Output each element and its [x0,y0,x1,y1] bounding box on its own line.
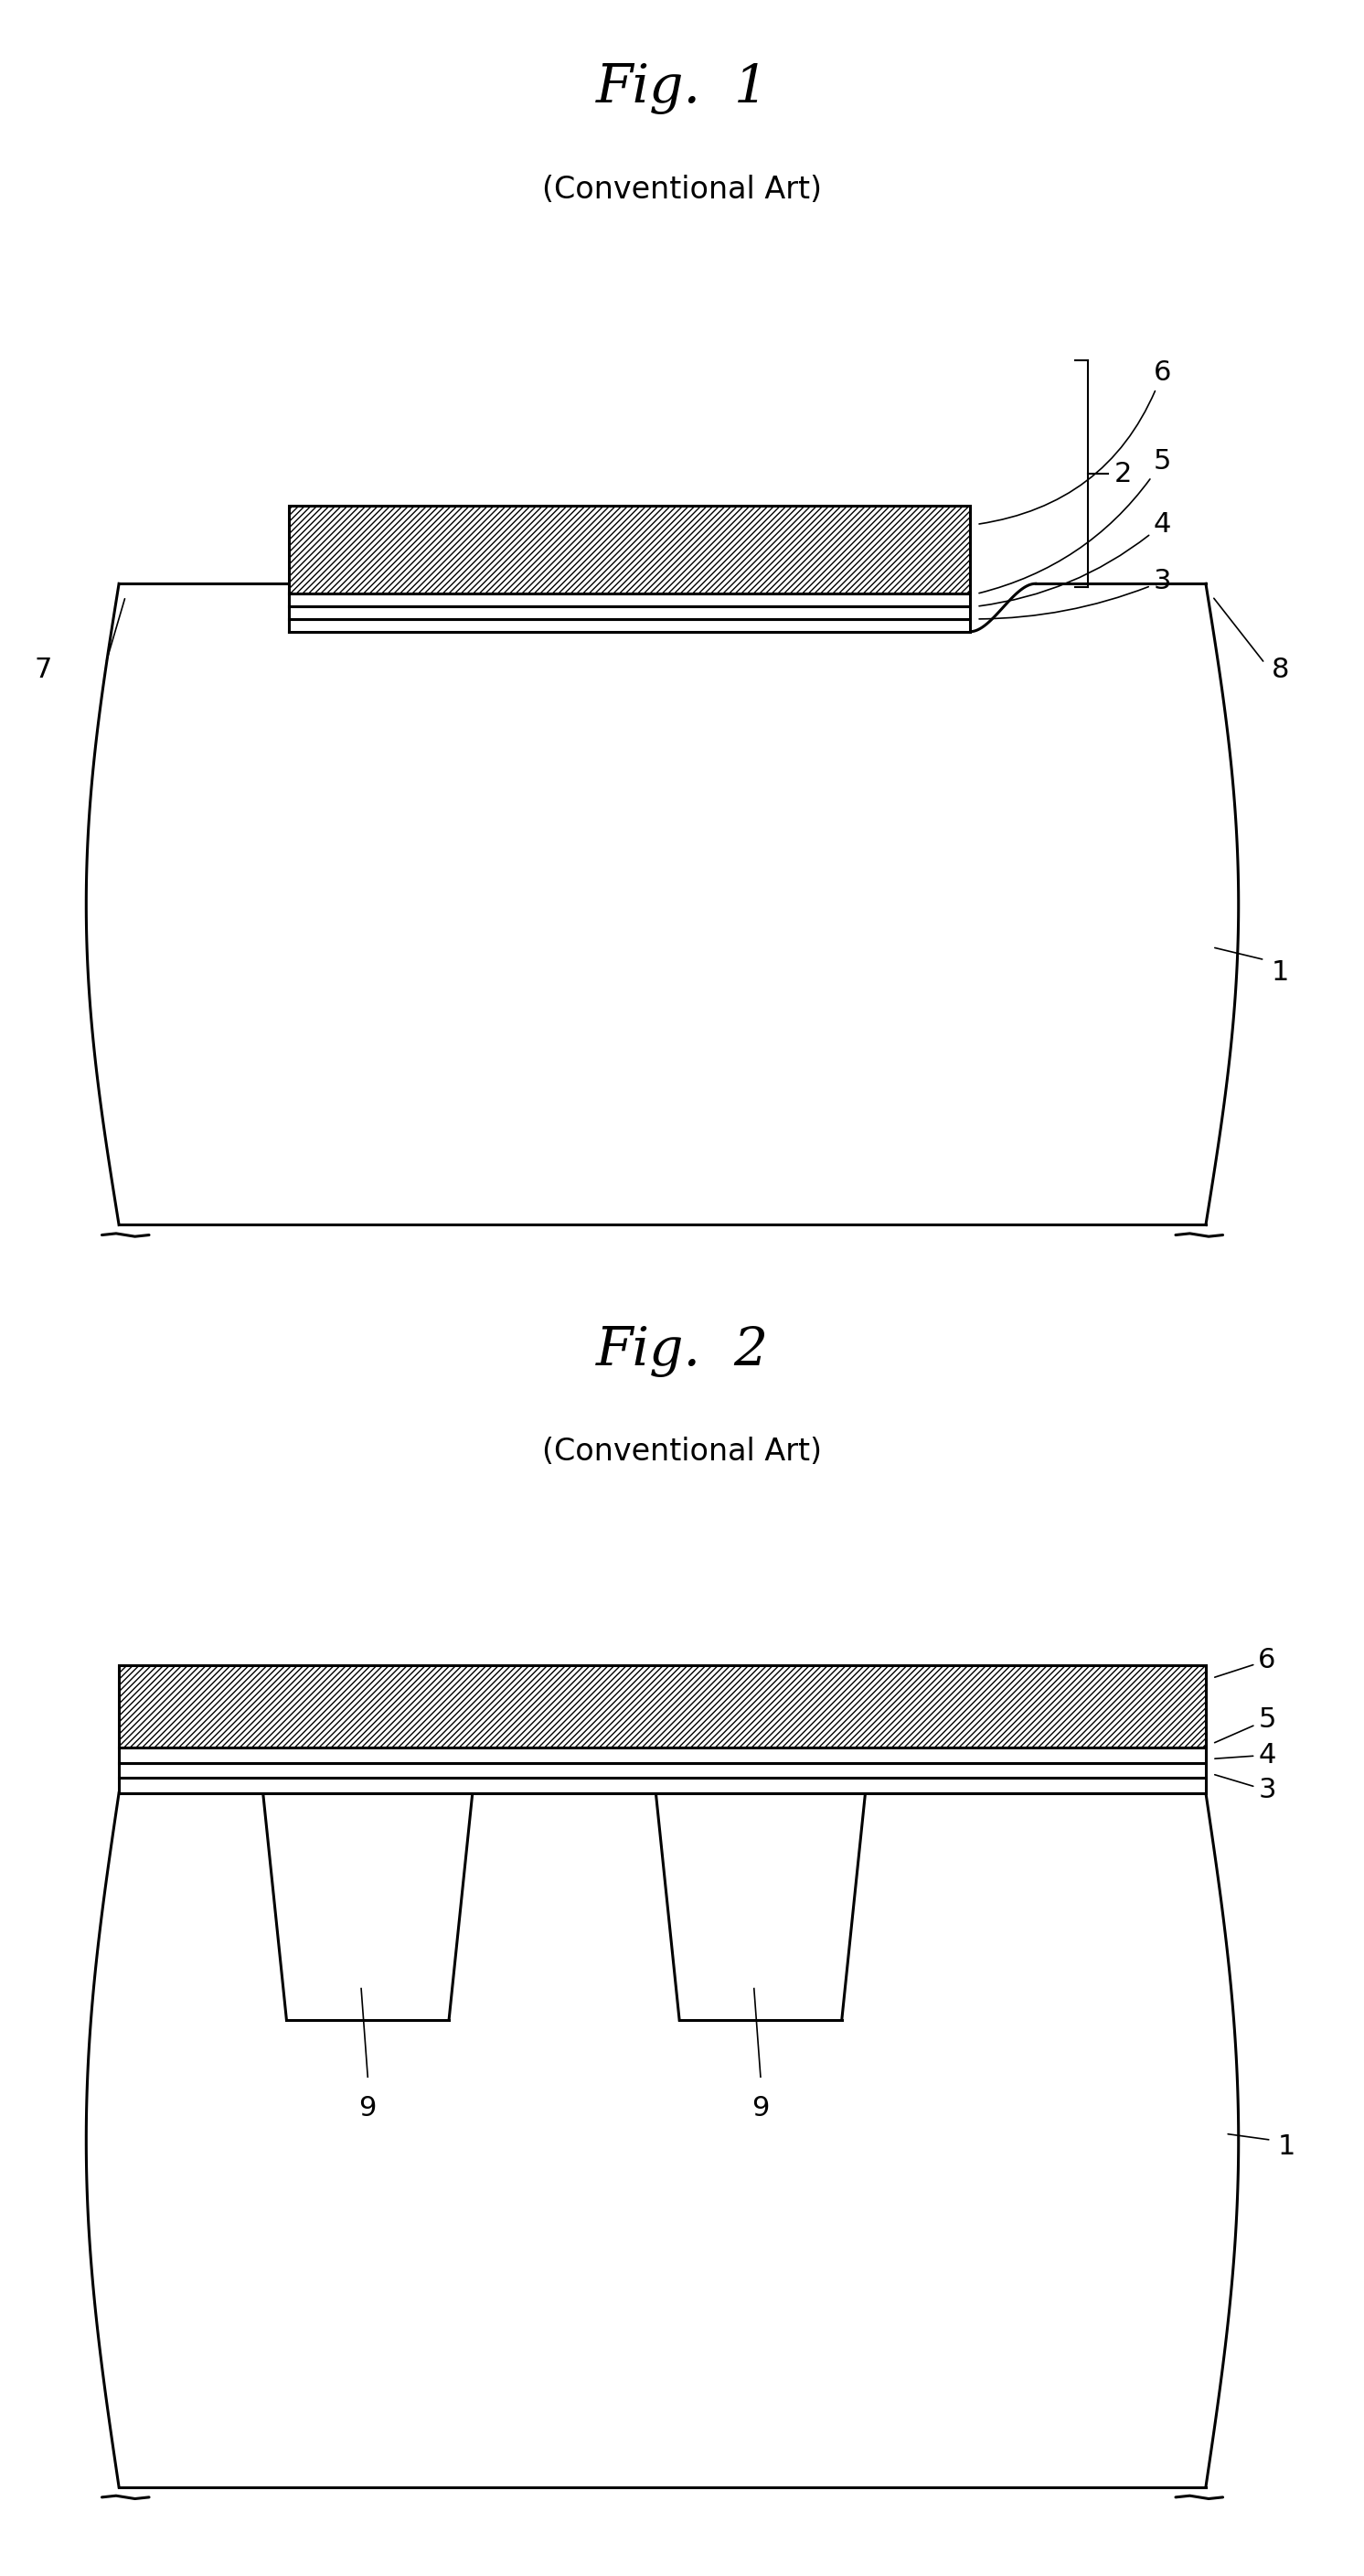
Text: 4: 4 [1215,1741,1275,1767]
Bar [119,1667,1206,1747]
Text: Fig.  1: Fig. 1 [596,62,768,116]
Bar [119,1762,1206,1777]
Text: 4: 4 [979,510,1172,605]
Bar [289,618,970,631]
Text: 6: 6 [1215,1646,1275,1677]
Bar [119,1747,1206,1762]
Bar [289,605,970,618]
Text: 1: 1 [1271,958,1289,987]
Text: Fig.  2: Fig. 2 [596,1324,768,1378]
Bar [119,1777,1206,1793]
Text: 9: 9 [752,2094,769,2123]
Text: 8: 8 [1271,657,1289,683]
Text: 5: 5 [979,448,1172,592]
Text: 2: 2 [1114,461,1132,487]
Text: 7: 7 [34,657,52,683]
Bar [289,505,970,595]
Text: 9: 9 [359,2094,376,2123]
Text: 5: 5 [1215,1705,1275,1741]
Text: 1: 1 [1278,2133,1296,2159]
Text: 3: 3 [1215,1775,1275,1803]
Bar [289,592,970,605]
Text: 3: 3 [979,567,1172,618]
Text: 6: 6 [979,361,1172,523]
Text: (Conventional Art): (Conventional Art) [542,175,822,206]
Text: (Conventional Art): (Conventional Art) [542,1437,822,1468]
